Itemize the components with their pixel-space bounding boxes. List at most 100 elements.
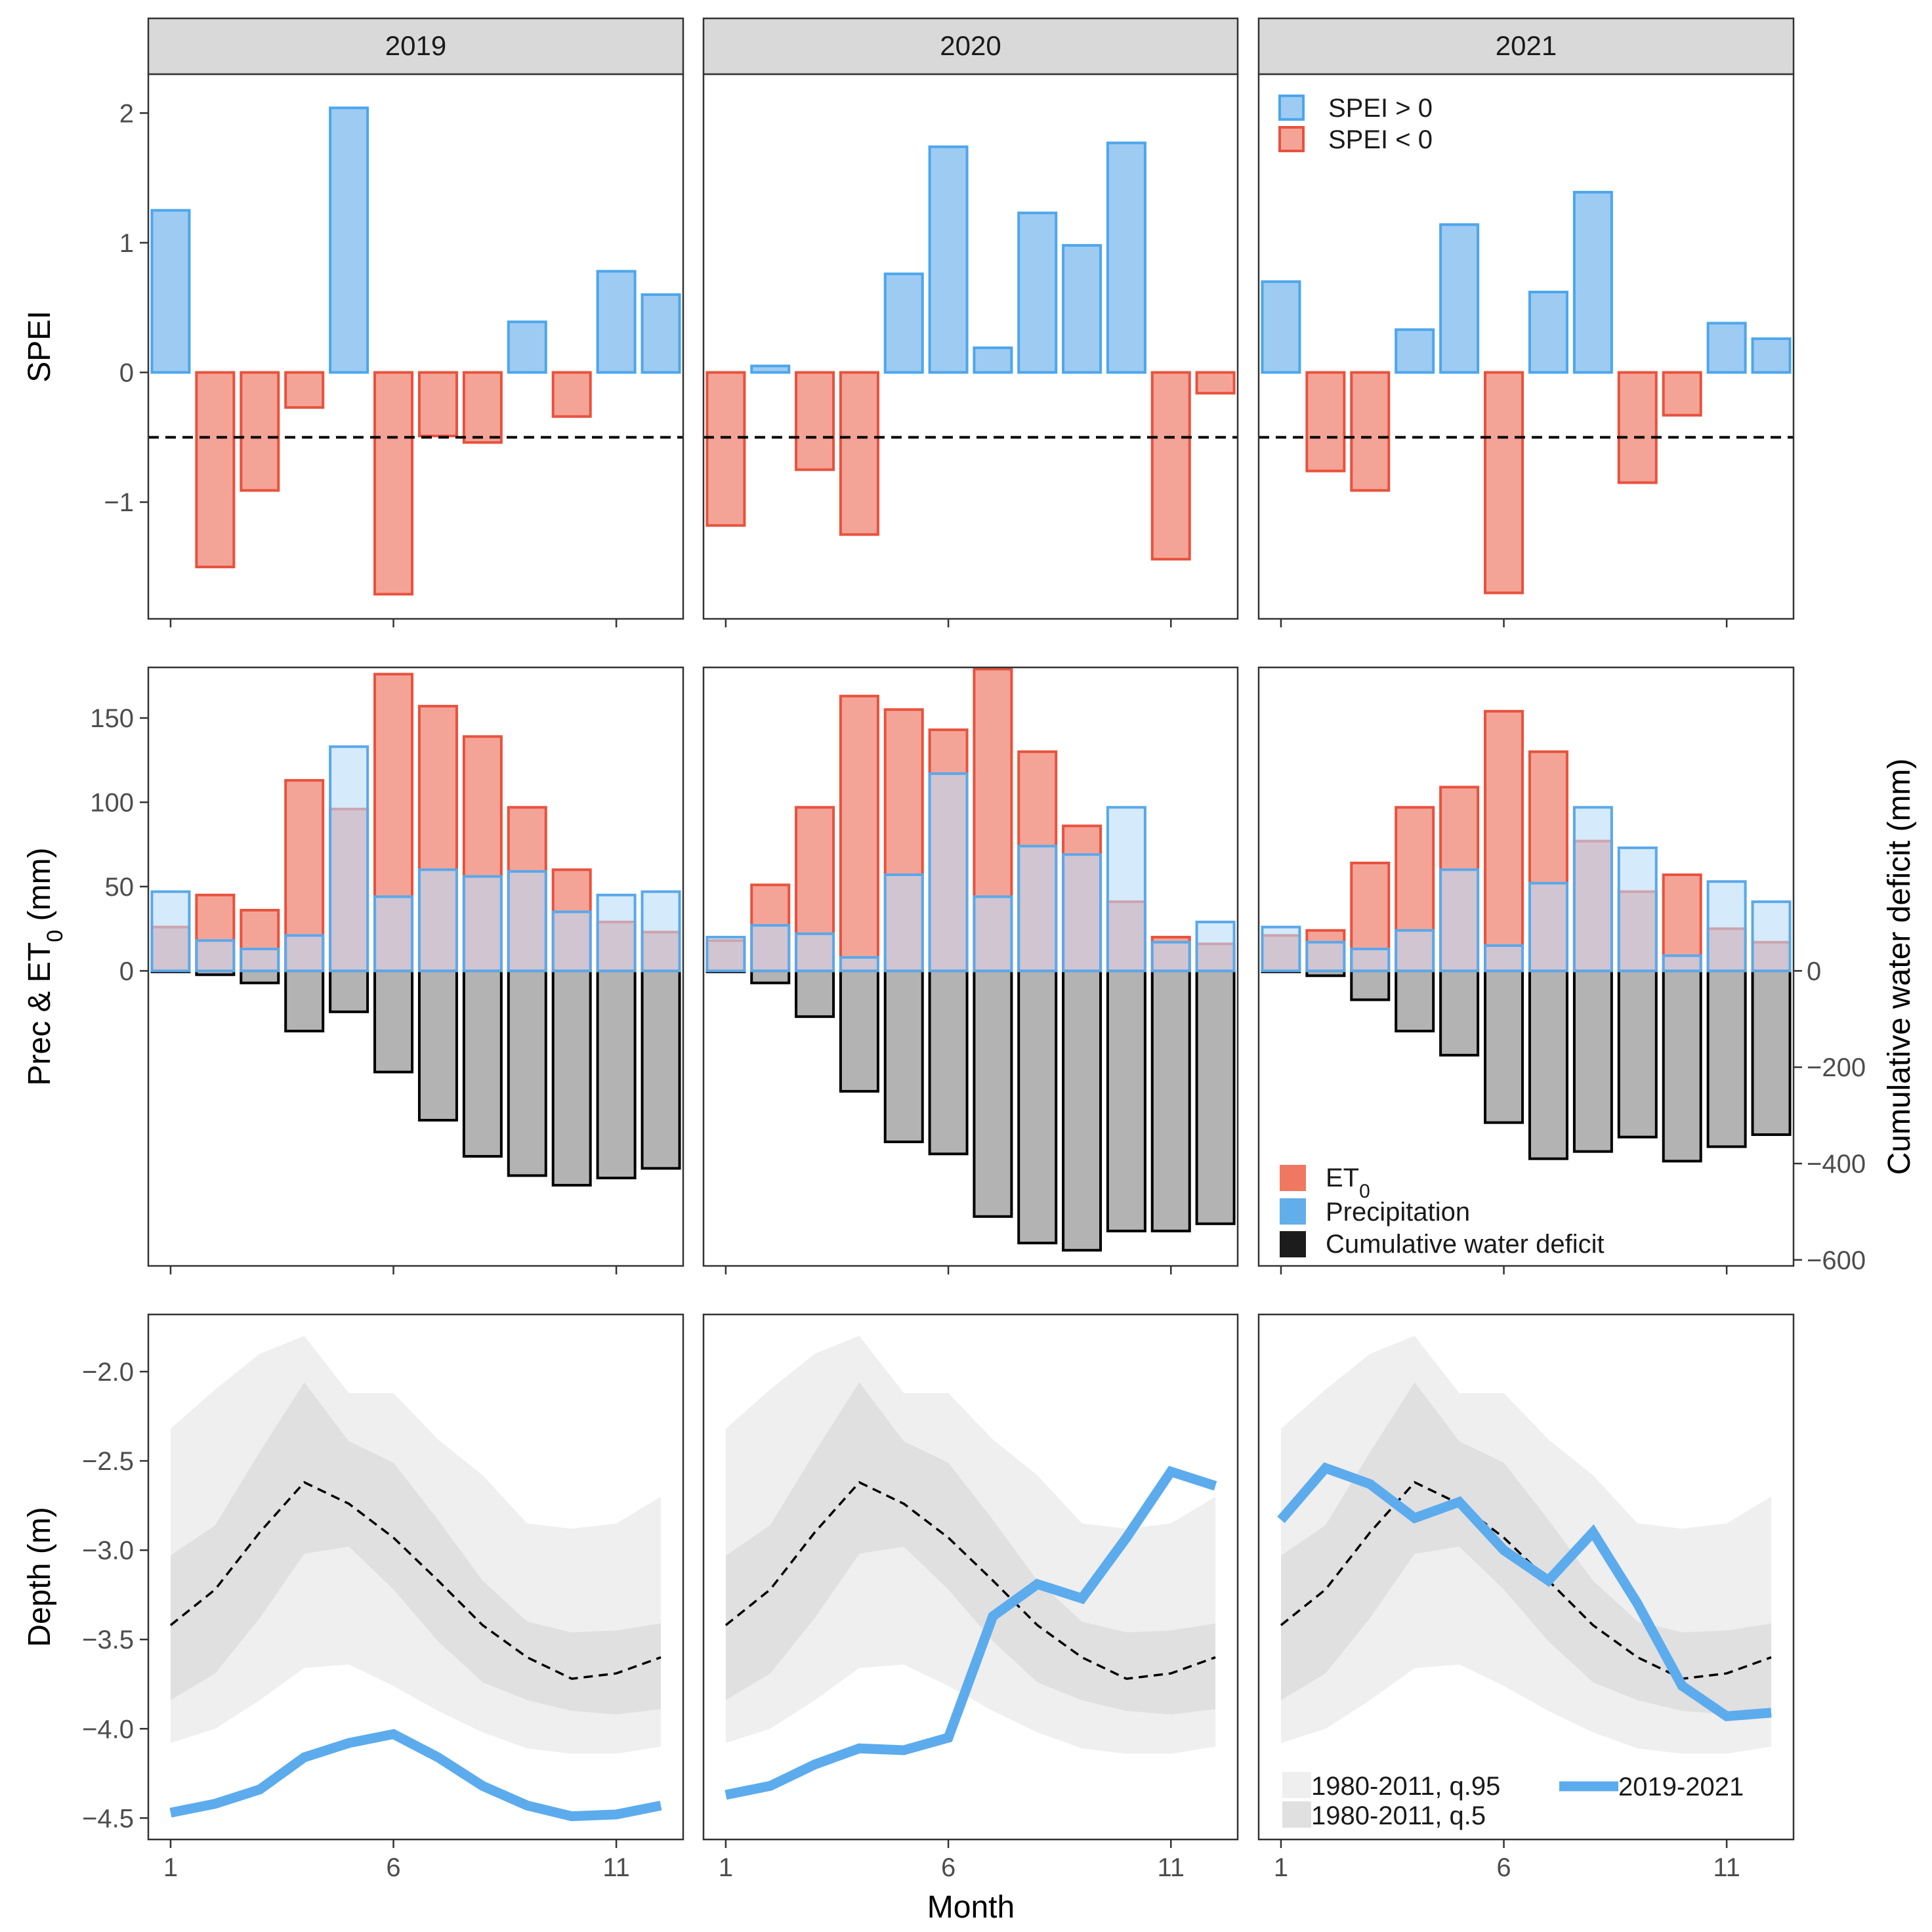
cwd-bar	[329, 969, 369, 1013]
spei-legend-label-pos: SPEI > 0	[1328, 94, 1433, 123]
et0-main: ET	[1326, 1164, 1359, 1192]
spei-panel-2019	[147, 73, 684, 620]
precipitation-bar	[640, 890, 681, 973]
gw-legend-label-series: 2019-2021	[1618, 1773, 1744, 1801]
cwd-bar	[373, 969, 414, 1074]
spei-axis-title-part: SPEI	[22, 310, 57, 382]
precipitation-bar	[1528, 881, 1568, 973]
spei-bar	[795, 371, 835, 471]
spei-bar	[1439, 223, 1480, 374]
spei-bar	[1484, 371, 1524, 595]
depth-axis-title-part: Depth (m)	[22, 1507, 57, 1647]
precipitation-bar	[462, 875, 503, 973]
spei-bar	[1751, 337, 1792, 374]
precipitation-bar	[551, 910, 592, 973]
precipitation-bar	[329, 745, 369, 973]
x-tick-label: 11	[1157, 1853, 1185, 1882]
cwd-bar	[839, 969, 879, 1093]
water-balance-panel-2019	[147, 666, 684, 1267]
wb-legend-key-et0	[1280, 1165, 1306, 1191]
depth-line-2020	[724, 1465, 1217, 1800]
spei-bar	[1350, 371, 1391, 492]
cwd-bar	[1150, 969, 1191, 1232]
cwd-bar	[928, 969, 969, 1156]
cwd-bar	[551, 969, 592, 1187]
spei-bar	[640, 293, 681, 374]
y-tick-label: 0	[119, 957, 134, 986]
spei-panel-bg	[704, 74, 1238, 619]
cwd-bar	[1572, 969, 1613, 1153]
precipitation-bar	[928, 772, 969, 973]
precipitation-bar	[284, 934, 325, 973]
water-balance-panel-border	[1257, 666, 1795, 1267]
cwd-bar	[240, 969, 280, 984]
precipitation-bar	[1439, 868, 1480, 973]
spei-bar	[284, 371, 325, 409]
cwd-bar	[1484, 969, 1524, 1124]
precipitation-bar	[1150, 940, 1191, 973]
x-tick-label: 6	[386, 1853, 400, 1882]
spei-bar	[551, 371, 592, 418]
precipitation-bar	[839, 956, 879, 973]
strip-label-2020: 2020	[940, 30, 1001, 61]
precipitation-bar	[596, 893, 637, 973]
strip-label-2019: 2019	[385, 30, 446, 61]
spei-bar	[596, 270, 637, 374]
y-tick-label: 50	[105, 873, 135, 902]
precipitation-bar	[1305, 940, 1346, 973]
precipitation-bar	[1572, 806, 1613, 973]
cwd-bar	[750, 969, 791, 984]
cwd-bar	[1706, 969, 1747, 1148]
water-balance-axis-title-part: 0	[43, 930, 68, 942]
spei-y-axis: 2 1 0 −1	[104, 99, 148, 517]
water-balance-axis-title: Prec & ET0 (mm)	[22, 848, 68, 1086]
cwd-bar	[1751, 969, 1792, 1136]
precipitation-bar	[1350, 948, 1391, 973]
y-tick-label: −1	[104, 488, 134, 517]
y-tick-label: −3.0	[82, 1536, 134, 1565]
y-right-tick-label: 0	[1807, 957, 1821, 986]
precipitation-bar	[1484, 944, 1524, 973]
precipitation-bar	[750, 924, 791, 973]
precipitation-bar	[1751, 900, 1792, 973]
groundwater-panel-2021	[1257, 1313, 1795, 1841]
precipitation-bar	[1062, 853, 1102, 973]
precipitation-bar	[705, 936, 746, 973]
spei-bar	[1106, 141, 1146, 374]
precipitation-bar	[417, 868, 458, 973]
precipitation-bar	[240, 948, 280, 973]
x-tick-label: 11	[602, 1853, 630, 1882]
water-balance-panel-bg	[1259, 667, 1794, 1266]
wb-legend-key-cwd	[1280, 1231, 1306, 1257]
spei-bar	[329, 106, 369, 374]
spei-panel-2021	[1257, 73, 1795, 620]
cwd-bar	[1395, 969, 1435, 1033]
y-right-tick-label: −400	[1807, 1150, 1866, 1179]
spei-legend-key-neg	[1278, 126, 1305, 152]
y-tick-label: −2.5	[82, 1447, 134, 1476]
x-tick-label: 1	[163, 1853, 178, 1882]
cwd-bar	[596, 969, 637, 1180]
precipitation-bar	[1706, 880, 1747, 973]
axes: 210−1150100500−2.0−2.5−3.0−3.5−4.0−4.50−…	[22, 99, 1917, 1925]
depth-line-2021	[1277, 1462, 1772, 1721]
wb-legend-label-prec: Precipitation	[1326, 1198, 1470, 1227]
precipitation-bar	[1261, 925, 1301, 973]
spei-bar	[150, 209, 191, 374]
precipitation-bar	[195, 939, 236, 973]
q5-band	[170, 1382, 662, 1715]
wb-legend-label-et0: ET0	[1326, 1164, 1370, 1202]
cwd-bar	[883, 969, 924, 1143]
spei-bar	[1617, 371, 1658, 484]
y-tick-label: 1	[119, 229, 134, 258]
precipitation-bar	[1662, 954, 1702, 973]
cwd-bar	[284, 969, 325, 1033]
spei-bar	[1150, 371, 1191, 561]
et0-sub: 0	[1359, 1181, 1370, 1202]
groundwater-panel-border	[702, 1313, 1239, 1841]
precipitation-bar	[1395, 929, 1435, 973]
cwd-bar	[973, 969, 1013, 1218]
